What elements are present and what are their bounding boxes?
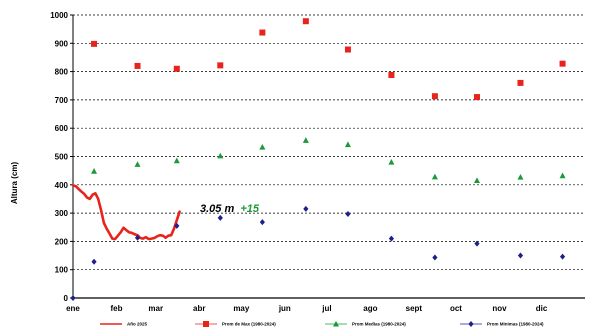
data-point [259, 29, 266, 36]
data-point [91, 258, 97, 265]
x-tick-label: jul [321, 304, 331, 313]
y-tick-label: 400 [55, 181, 69, 190]
data-point [91, 40, 98, 47]
data-point [134, 161, 141, 167]
legend-swatch-marker [468, 321, 474, 327]
y-tick-label: 900 [55, 39, 69, 48]
data-point [559, 253, 566, 260]
data-point [431, 93, 438, 100]
data-point [303, 205, 309, 212]
y-tick-label: 500 [55, 153, 69, 162]
data-point [559, 172, 566, 179]
data-point [259, 143, 266, 150]
data-point [173, 157, 180, 164]
annotation-change: +15 [240, 203, 260, 215]
data-point [217, 214, 223, 221]
x-tick-label: sept [406, 304, 423, 313]
y-tick-label: 800 [55, 68, 69, 77]
x-tick-label: oct [450, 304, 462, 313]
data-point [559, 60, 566, 67]
series-line [71, 184, 181, 241]
data-point [432, 254, 438, 261]
x-tick-label: mar [148, 304, 163, 313]
x-tick-label: dic [536, 304, 548, 313]
data-point [431, 173, 438, 180]
data-point [174, 222, 180, 229]
legend-swatch-marker [203, 321, 209, 327]
data-point [474, 240, 480, 247]
legend-label: Prom Medias (1980-2024) [352, 322, 406, 327]
legend-label: Prom Minimas (1980-2024) [487, 322, 544, 327]
annotation-value: 3.05 m [200, 203, 234, 215]
data-point [134, 62, 141, 69]
data-point [388, 235, 395, 242]
data-point [217, 152, 224, 159]
series-0 [71, 184, 181, 241]
data-point [473, 177, 480, 184]
series-2 [91, 137, 566, 184]
data-point [302, 18, 309, 25]
data-point [344, 46, 351, 53]
data-point [388, 71, 395, 78]
data-point [344, 141, 351, 148]
data-point [173, 65, 180, 72]
x-tick-label: ago [363, 304, 377, 313]
x-tick-label: may [233, 304, 250, 313]
y-tick-label: 200 [55, 237, 69, 246]
data-point [517, 173, 524, 180]
y-tick-labels: 0 100 200 300 400 500 600 700 800 900 1000 [50, 11, 73, 303]
data-point [388, 158, 395, 165]
data-point [473, 94, 480, 101]
x-tick-label: abr [193, 304, 205, 313]
y-tick-label: 100 [55, 266, 69, 275]
data-point [259, 219, 265, 226]
data-point [345, 210, 351, 217]
legend: Año 2025 Prom de Max (1980-2024) Prom Medi… [100, 320, 544, 327]
y-tick-label: 300 [55, 209, 69, 218]
data-point [70, 295, 76, 301]
data-point [134, 234, 141, 241]
legend-label: Año 2025 [127, 322, 148, 327]
series-3 [70, 205, 566, 301]
x-tick-label: feb [110, 304, 122, 313]
series [70, 18, 566, 301]
data-point [517, 252, 524, 259]
data-point [91, 168, 98, 174]
y-tick-label: 1000 [50, 11, 68, 20]
x-tick-labels: ene feb mar abr may jun jul ago sept oct nov dic [66, 304, 548, 313]
grid [72, 14, 585, 299]
data-point [217, 62, 224, 69]
y-axis-label: Altura (cm) [10, 162, 19, 205]
legend-label: Prom de Max (1980-2024) [222, 322, 276, 327]
legend-swatch-marker [333, 320, 339, 327]
data-point [517, 79, 524, 86]
data-point [302, 137, 309, 143]
y-tick-label: 600 [55, 124, 69, 133]
x-tick-label: ene [66, 304, 80, 313]
annotation: 3.05 m +15 [200, 203, 260, 215]
y-tick-label: 700 [55, 96, 69, 105]
y-tick-label: 0 [64, 294, 69, 303]
x-tick-label: jun [278, 304, 291, 313]
x-tick-label: nov [492, 304, 507, 313]
series-1 [91, 18, 566, 101]
